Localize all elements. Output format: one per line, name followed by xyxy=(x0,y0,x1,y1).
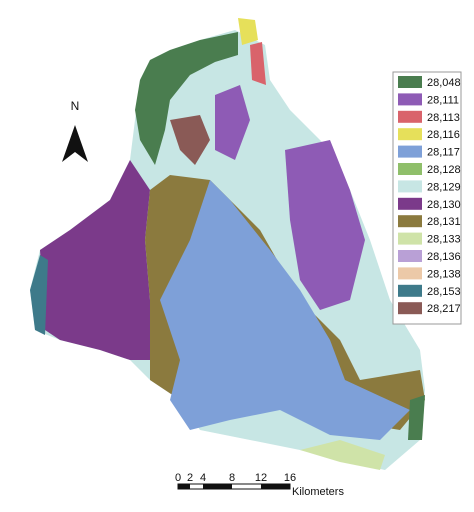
legend-swatch xyxy=(398,180,422,193)
scale-tick-label: 2 xyxy=(187,472,193,484)
legend-swatch xyxy=(398,128,422,141)
area-28113 xyxy=(250,42,266,85)
legend-swatch xyxy=(398,215,422,228)
area-28048 xyxy=(135,32,238,165)
legend-items: 28,048 28,111 28,113 28,116 28,117 28,128 28,1… xyxy=(398,76,461,315)
area-28116 xyxy=(238,18,258,45)
legend-swatch xyxy=(398,250,422,262)
north-arrow: N xyxy=(62,99,88,162)
legend-label: 28,130 xyxy=(427,199,461,211)
legend-swatch xyxy=(398,232,422,245)
scale-unit: Kilometers xyxy=(292,486,344,498)
area-28130 xyxy=(40,160,150,360)
north-label: N xyxy=(71,99,80,113)
legend-label: 28,129 xyxy=(427,181,461,193)
legend-label: 28,133 xyxy=(427,234,461,246)
legend-swatch xyxy=(398,145,422,158)
legend-label: 28,117 xyxy=(427,147,460,159)
legend-swatch xyxy=(398,163,422,175)
area-28133 xyxy=(300,440,385,470)
area-28153 xyxy=(30,255,48,335)
legend-label: 28,136 xyxy=(427,251,461,263)
legend-label: 28,048 xyxy=(427,77,461,89)
area-28048b xyxy=(408,395,425,440)
legend-swatch xyxy=(398,302,422,315)
legend-label: 28,111 xyxy=(427,94,459,106)
scale-bar: 0 2 4 8 12 16 Kilometers xyxy=(175,472,345,498)
legend-label: 28,113 xyxy=(427,112,460,124)
legend-label: 28,153 xyxy=(427,286,461,298)
area-28111b xyxy=(215,85,250,160)
scale-tick-label: 12 xyxy=(255,472,267,484)
scale-ticks: 0 2 4 8 12 16 xyxy=(175,472,296,484)
scale-bar-seg xyxy=(178,484,190,489)
legend-swatch xyxy=(398,110,422,123)
legend-label: 28,138 xyxy=(427,268,461,280)
legend-label: 28,128 xyxy=(427,164,461,176)
legend-label: 28,116 xyxy=(427,129,460,141)
area-28217 xyxy=(170,115,210,165)
scale-tick-label: 8 xyxy=(229,472,235,484)
legend-label: 28,131 xyxy=(427,216,461,228)
legend-label: 28,217 xyxy=(427,303,461,315)
scale-bar-seg xyxy=(261,484,290,489)
scale-bar-seg xyxy=(203,484,232,489)
scale-tick-label: 16 xyxy=(284,472,296,484)
legend-swatch xyxy=(398,93,422,106)
area-28111 xyxy=(285,140,365,310)
scale-tick-label: 0 xyxy=(175,472,181,484)
area-28117 xyxy=(160,180,410,440)
watershed xyxy=(30,18,425,470)
legend-swatch xyxy=(398,76,422,88)
legend-swatch xyxy=(398,284,422,297)
legend: 28,048 28,111 28,113 28,116 28,117 28,128 28,1… xyxy=(392,71,462,325)
scale-tick-label: 4 xyxy=(200,472,206,484)
legend-swatch xyxy=(398,267,422,280)
north-arrow-shape xyxy=(62,125,88,162)
legend-swatch xyxy=(398,197,422,210)
